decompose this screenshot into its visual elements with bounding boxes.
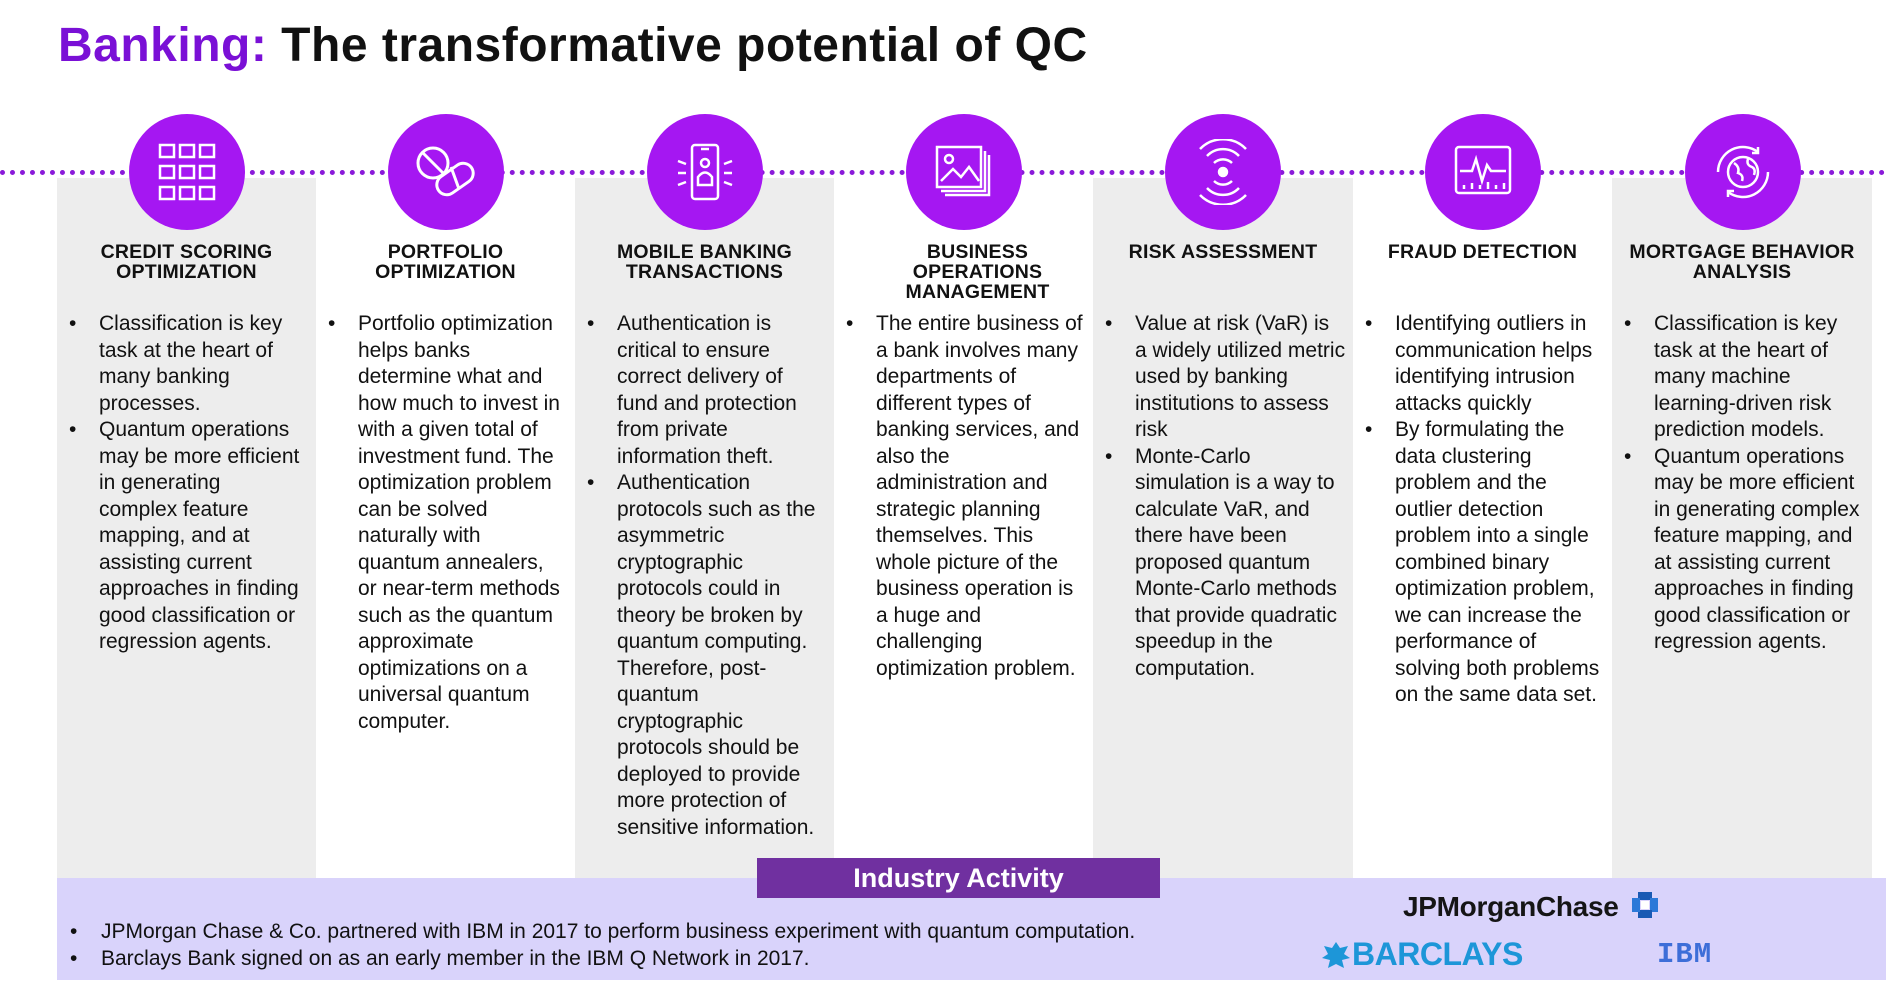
bullets-mortgage-behavior: Classification is key task at the heart … <box>1612 311 1860 656</box>
heading-mobile-banking: MOBILE BANKING TRANSACTIONS <box>575 242 834 282</box>
list-item: Barclays Bank signed on as an early memb… <box>67 945 1135 972</box>
chase-octagon-icon <box>1631 892 1658 918</box>
list-item: JPMorgan Chase & Co. partnered with IBM … <box>67 918 1135 945</box>
list-item: The entire business of a bank involves m… <box>834 311 1086 682</box>
list-item: Monte-Carlo simulation is a way to calcu… <box>1093 444 1346 683</box>
heading-portfolio: PORTFOLIO OPTIMIZATION <box>316 242 575 282</box>
list-item: Authentication is critical to ensure cor… <box>575 311 829 470</box>
heading-business-operations: BUSINESS OPERATIONS MANAGEMENT <box>848 242 1107 302</box>
bullets-mobile-banking: Authentication is critical to ensure cor… <box>575 311 829 841</box>
heading-credit-scoring: CREDIT SCORING OPTIMIZATION <box>57 242 316 282</box>
title-rest: The transformative potential of QC <box>267 19 1088 72</box>
heading-fraud-detection: FRAUD DETECTION <box>1353 242 1612 262</box>
heading-text: RISK ASSESSMENT <box>1128 241 1318 263</box>
list-item: Portfolio optimization helps banks deter… <box>316 311 566 735</box>
page-title: Banking: The transformative potential of… <box>58 18 1088 73</box>
barclays-logo-text: BARCLAYS <box>1352 936 1523 972</box>
globe-cycle-icon <box>1685 114 1801 230</box>
image-stack-icon <box>906 114 1022 230</box>
list-item: Classification is key task at the heart … <box>1612 311 1860 444</box>
industry-activity-list: JPMorgan Chase & Co. partnered with IBM … <box>67 918 1135 972</box>
list-item: Value at risk (VaR) is a widely utilized… <box>1093 311 1346 444</box>
bullets-business-operations: The entire business of a bank involves m… <box>834 311 1086 682</box>
barclays-logo: BARCLAYS <box>1322 936 1523 973</box>
eagle-icon <box>1322 941 1350 968</box>
list-item: Quantum operations may be more efficient… <box>57 417 303 656</box>
signal-waves-icon <box>1165 114 1281 230</box>
list-item: Identifying outliers in communication he… <box>1353 311 1607 417</box>
grid-icon <box>129 114 245 230</box>
title-accent: Banking: <box>58 19 268 72</box>
heading-text: FRAUD DETECTION <box>1387 241 1578 263</box>
heading-text: BUSINESS OPERATIONS MANAGEMENT <box>905 241 1050 303</box>
list-item: Authentication protocols such as the asy… <box>575 470 829 841</box>
bullets-risk-assessment: Value at risk (VaR) is a widely utilized… <box>1093 311 1346 682</box>
monitor-pulse-icon <box>1425 114 1541 230</box>
list-item: Quantum operations may be more efficient… <box>1612 444 1860 656</box>
mobile-device-icon <box>647 114 763 230</box>
industry-activity-title: Industry Activity <box>757 858 1160 898</box>
heading-text: MORTGAGE BEHAVIOR ANALYSIS <box>1629 241 1855 283</box>
bullets-portfolio: Portfolio optimization helps banks deter… <box>316 311 566 735</box>
heading-mortgage-behavior: MORTGAGE BEHAVIOR ANALYSIS <box>1612 242 1872 282</box>
list-item: Classification is key task at the heart … <box>57 311 303 417</box>
jpm-logo-text: JPMorganChase <box>1403 891 1619 922</box>
heading-risk-assessment: RISK ASSESSMENT <box>1093 242 1353 262</box>
list-item: By formulating the data clustering probl… <box>1353 417 1607 709</box>
heading-text: MOBILE BANKING TRANSACTIONS <box>616 241 793 283</box>
jpmorgan-chase-logo: JPMorganChase <box>1403 890 1660 923</box>
bullets-fraud-detection: Identifying outliers in communication he… <box>1353 311 1607 709</box>
heading-text: CREDIT SCORING OPTIMIZATION <box>100 241 273 283</box>
ibm-logo: IBM <box>1657 938 1713 971</box>
heading-text: PORTFOLIO OPTIMIZATION <box>375 241 516 283</box>
pill-icon <box>388 114 504 230</box>
bullets-credit-scoring: Classification is key task at the heart … <box>57 311 303 656</box>
